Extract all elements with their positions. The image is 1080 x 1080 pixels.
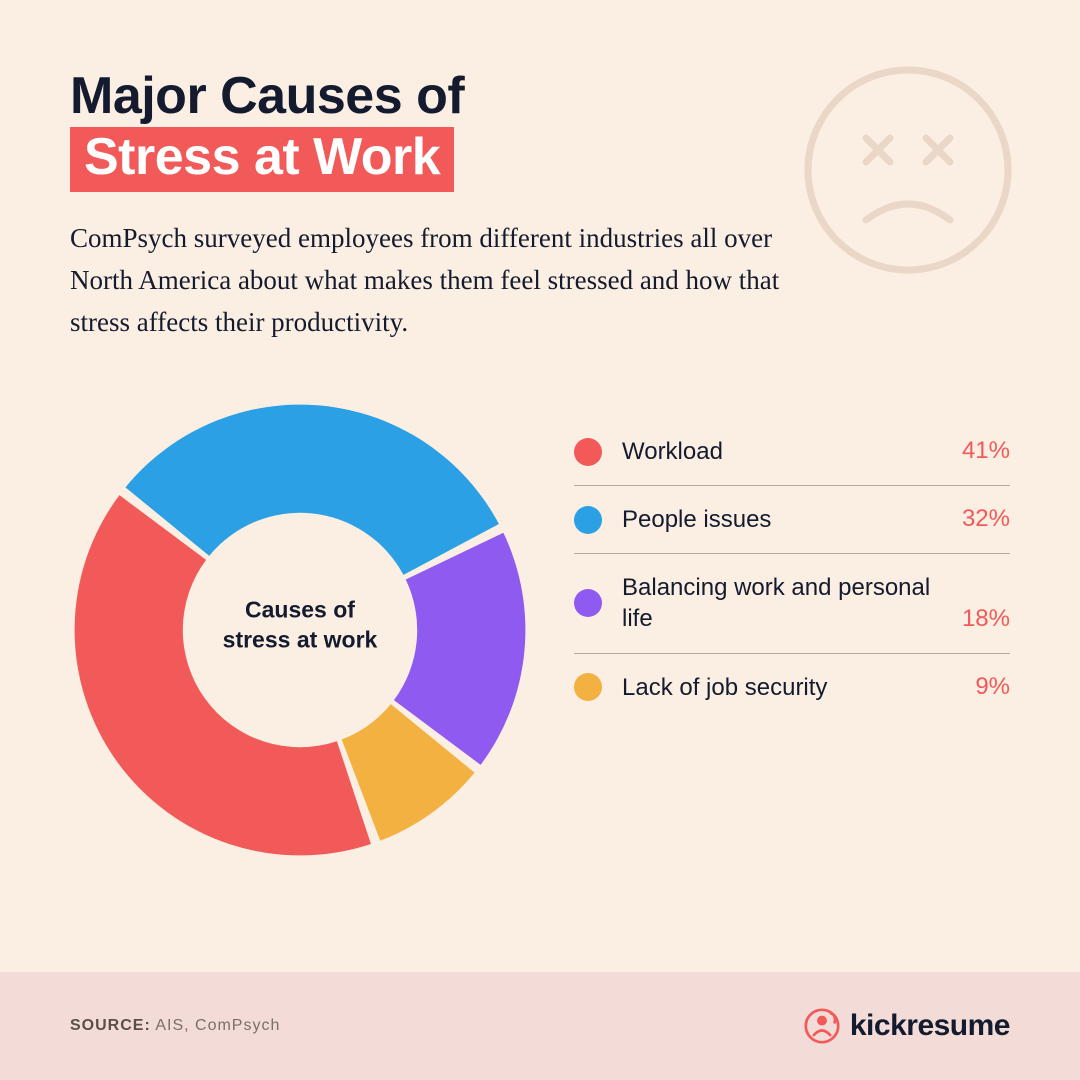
- title-highlight: Stress at Work: [70, 127, 454, 192]
- source-citation: SOURCE: AIS, ComPsych: [70, 1017, 280, 1035]
- legend-label: Lack of job security: [622, 672, 975, 703]
- legend-dot-icon: [574, 438, 602, 466]
- legend-label: Workload: [622, 436, 962, 467]
- legend-value: 18%: [962, 605, 1010, 635]
- subtitle-text: ComPsych surveyed employees from differe…: [70, 218, 830, 344]
- donut-chart: Causes of stress at work: [70, 400, 530, 860]
- source-text: AIS, ComPsych: [155, 1017, 280, 1034]
- title-line-2: Stress at Work: [84, 128, 440, 186]
- legend-dot-icon: [574, 589, 602, 617]
- donut-center-line1: Causes of: [223, 595, 378, 625]
- legend-dot-icon: [574, 673, 602, 701]
- legend-value: 41%: [962, 437, 1010, 467]
- legend-value: 9%: [975, 673, 1010, 703]
- source-label: SOURCE:: [70, 1017, 151, 1034]
- legend-row-people: People issues32%: [574, 486, 1010, 554]
- legend-dot-icon: [574, 506, 602, 534]
- legend-label: People issues: [622, 504, 962, 535]
- legend-label: Balancing work and personal life: [622, 572, 962, 634]
- footer: SOURCE: AIS, ComPsych kickresume: [0, 972, 1080, 1080]
- brand-text: kickresume: [850, 1009, 1010, 1043]
- donut-center-label: Causes of stress at work: [223, 595, 378, 655]
- legend-row-workload: Workload41%: [574, 418, 1010, 486]
- donut-center-line2: stress at work: [223, 625, 378, 655]
- legend-value: 32%: [962, 505, 1010, 535]
- chart-legend: Workload41%People issues32%Balancing wor…: [574, 418, 1010, 721]
- chart-area: Causes of stress at work Workload41%Peop…: [70, 400, 1010, 860]
- title-line-1: Major Causes of: [70, 68, 1010, 125]
- title-block: Major Causes of Stress at Work: [70, 68, 1010, 192]
- brand-icon: [804, 1008, 840, 1044]
- legend-row-balance: Balancing work and personal life18%: [574, 554, 1010, 653]
- brand-logo: kickresume: [804, 1008, 1010, 1044]
- donut-segment-workload: [75, 495, 371, 855]
- legend-row-security: Lack of job security9%: [574, 654, 1010, 721]
